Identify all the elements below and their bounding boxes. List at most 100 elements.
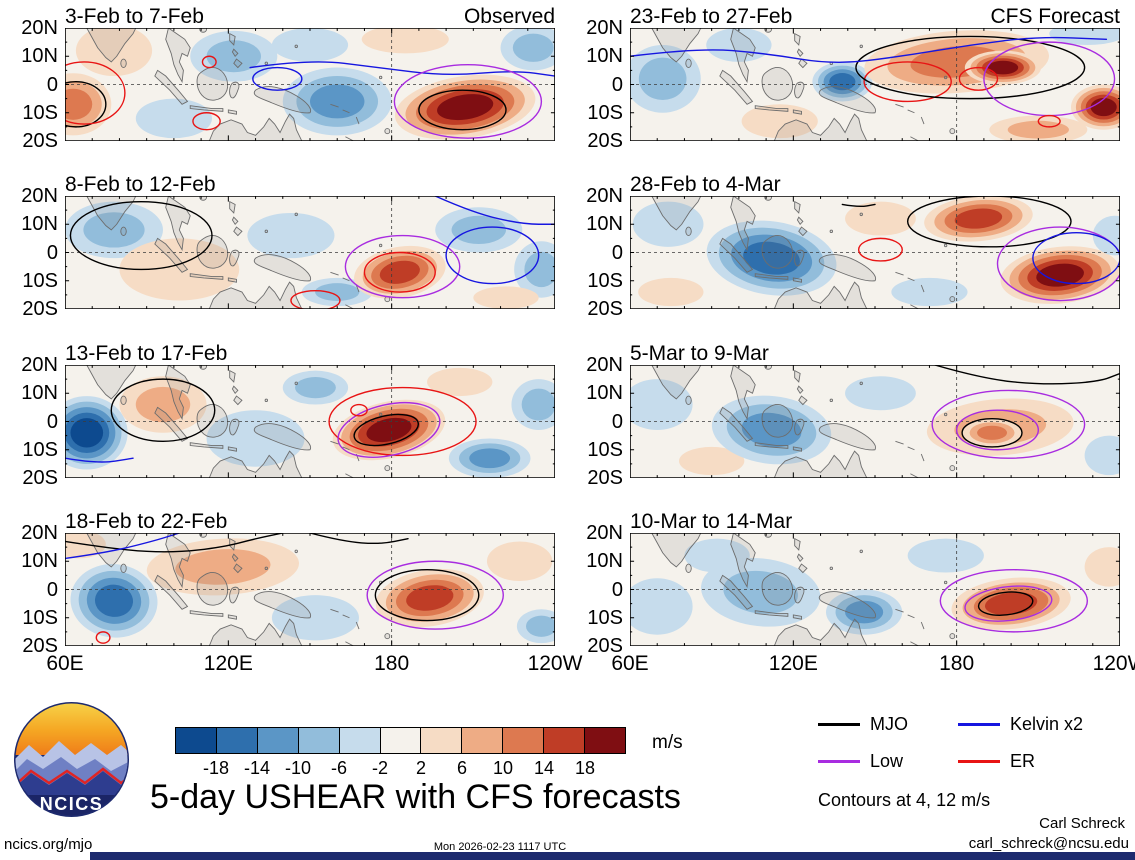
legend-item: Low [818, 751, 958, 772]
contour-ER [864, 62, 951, 102]
y-tick-label: 0 [46, 241, 58, 264]
panel-title: 10-Mar to 14-Mar [630, 509, 793, 533]
colorbar-cell [544, 728, 586, 753]
contour-Low [963, 582, 1053, 625]
coastlines [87, 196, 390, 309]
y-tick-label: 0 [46, 73, 58, 96]
y-tick-label: 20S [22, 635, 58, 657]
colorbar-tick-label: -2 [371, 758, 388, 778]
contour-MJO [935, 365, 1120, 384]
timestamp: Mon 2026-02-23 1117 UTC [433, 841, 567, 853]
y-axis-labels: 20N 10N 0 10S 20S [573, 186, 630, 319]
colorbar-tick-label: -6 [330, 758, 347, 778]
colorbar-tick-label: -14 [243, 758, 270, 778]
contour-MJO [977, 589, 1033, 617]
contour-Kelvin-x2 [250, 62, 555, 76]
y-tick-label: 10N [586, 213, 623, 236]
x-tick-label: 60E [611, 652, 649, 675]
contour-ER [351, 405, 367, 416]
contour-Low [998, 227, 1121, 300]
legend-item: Kelvin x2 [958, 714, 1128, 735]
contour-Low [957, 410, 1039, 450]
y-tick-label: 10S [587, 438, 623, 461]
panel-title: 5-Mar to 9-Mar [630, 341, 769, 365]
x-tick-label: 180 [374, 652, 410, 675]
x-tick-label: 120W [527, 652, 583, 675]
contour-Kelvin-x2 [65, 458, 133, 462]
contour-MJO [419, 90, 506, 130]
contour-Kelvin-x2 [1033, 233, 1120, 284]
y-tick-label: 10N [21, 382, 58, 405]
map-panel: 18-Feb to 22-Feb 20N 10N 0 10S 20S 60E 120E 180 1… [8, 507, 582, 680]
x-tick-label: 180 [939, 652, 975, 675]
contour-MJO [351, 409, 421, 451]
contour-note: Contours at 4, 12 m/s [818, 790, 991, 810]
contour-Low [345, 236, 459, 298]
coastlines [87, 533, 390, 646]
map-canvas [630, 196, 1120, 309]
colorbar-tick-label: 18 [574, 758, 596, 778]
contour-MJO [856, 36, 1085, 98]
x-tick-label: 120W [1092, 652, 1135, 675]
colorbar-cell [585, 728, 625, 753]
map-panel: 23-Feb to 27-Feb CFS Forecast 20N 10N 0 10S 20… [573, 2, 1120, 151]
y-tick-label: 20S [587, 635, 623, 657]
panel-header: 3-Feb to 7-Feb Observed [65, 2, 555, 28]
map-panel: 10-Mar to 14-Mar 20N 10N 0 10S 20S 60E 120E 180 1… [573, 507, 1135, 680]
panel-header: 5-Mar to 9-Mar [630, 339, 1120, 365]
legend-label: MJO [870, 714, 908, 734]
ncics-logo-graphic: NCICS [14, 702, 129, 817]
contour-MJO [908, 196, 1071, 247]
y-tick-label: 20S [587, 130, 623, 152]
panel-title: 13-Feb to 17-Feb [65, 341, 228, 365]
contour-MJO [375, 570, 478, 621]
y-tick-label: 20N [586, 522, 623, 544]
map-canvas [65, 196, 555, 309]
panel-header: 28-Feb to 4-Mar [630, 170, 1120, 196]
panel-header: 18-Feb to 22-Feb [65, 507, 555, 533]
panel-header: 23-Feb to 27-Feb CFS Forecast [630, 2, 1120, 28]
contour-ER [65, 62, 125, 124]
y-tick-label: 10N [21, 550, 58, 573]
colorbar [175, 727, 626, 754]
y-tick-label: 0 [46, 410, 58, 433]
legend-line [818, 760, 860, 763]
site-link: ncics.org/mjo [4, 836, 93, 853]
contour-Kelvin-x2 [630, 38, 1106, 63]
contour-ER [1038, 116, 1060, 127]
y-tick-label: 10N [586, 45, 623, 68]
colorbar-wrap: -18 -14 -10 -6 -2 2 6 10 14 18 [175, 727, 626, 778]
y-tick-label: 20S [587, 298, 623, 320]
y-tick-label: 10S [587, 269, 623, 292]
y-axis-labels: 20N 10N 0 10S 20S [8, 186, 65, 319]
y-tick-label: 10S [22, 269, 58, 292]
colorbar-cell [298, 728, 340, 753]
panel-header: 8-Feb to 12-Feb [65, 170, 555, 196]
map-canvas [65, 365, 555, 478]
colorbar-labels: -18 -14 -10 -6 -2 2 6 10 14 18 [175, 754, 626, 778]
legend-label: ER [1010, 751, 1036, 771]
y-tick-label: 10S [587, 606, 623, 629]
panel-header: 10-Mar to 14-Mar [630, 507, 1120, 533]
y-tick-label: 0 [46, 578, 58, 601]
contour-Kelvin-x2 [435, 196, 555, 224]
contour-ER [959, 68, 997, 91]
contour-MJO [310, 533, 408, 543]
map-canvas [65, 533, 555, 646]
contour-ER [364, 253, 435, 293]
y-tick-label: 10N [21, 45, 58, 68]
legend-label: Kelvin x2 [1010, 714, 1084, 734]
y-tick-label: 20N [586, 354, 623, 376]
legend-line [958, 760, 1000, 763]
colorbar-cell [503, 728, 545, 753]
colorbar-cell [462, 728, 504, 753]
contour-ER [202, 56, 216, 67]
ncics-logo: NCICS [13, 701, 130, 818]
y-tick-label: 10N [586, 382, 623, 405]
y-tick-label: 10S [587, 101, 623, 124]
colorbar-cell [176, 728, 217, 753]
colorbar-tick-label: 10 [492, 758, 514, 778]
y-axis-labels: 20N 10N 0 10S 20S [573, 355, 630, 488]
